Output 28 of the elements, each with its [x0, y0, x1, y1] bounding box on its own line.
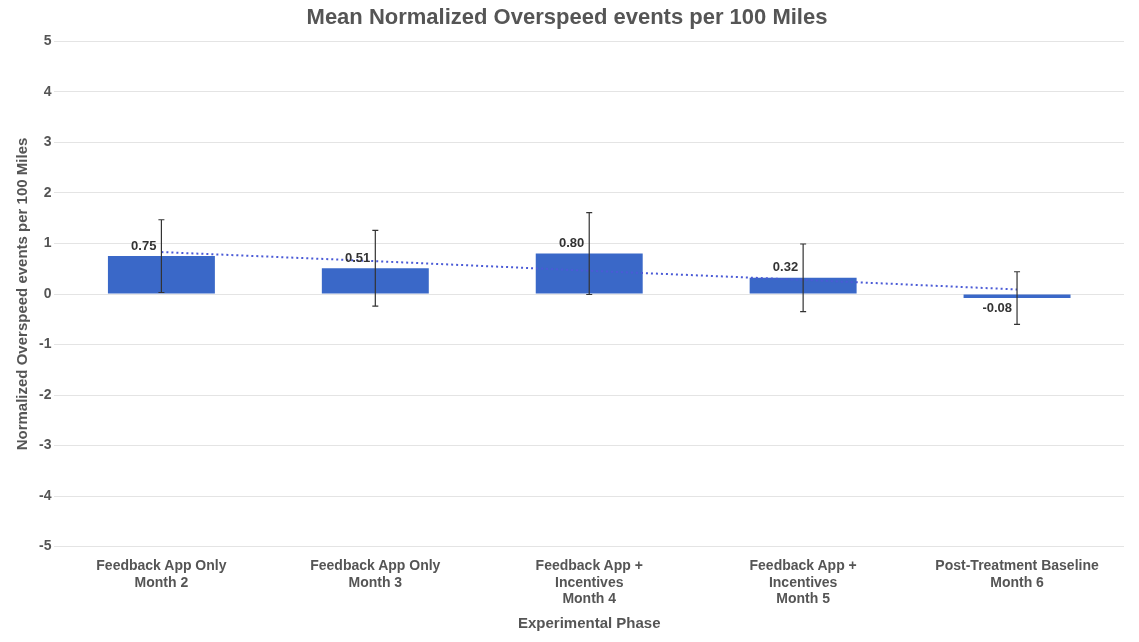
data-label: 0.80	[558, 235, 585, 251]
y-tick-label: 3	[43, 133, 52, 150]
y-tick-label: -5	[39, 537, 52, 554]
data-label: -0.08	[982, 299, 1013, 315]
bar	[321, 268, 429, 294]
y-tick-label: 5	[43, 32, 52, 49]
y-tick-label: 4	[43, 82, 52, 99]
x-axis-title: Experimental Phase	[517, 614, 661, 632]
y-axis-title: Normalized Overspeed events per 100 Miles	[13, 137, 31, 451]
bar	[107, 256, 215, 294]
y-tick-label: -1	[39, 335, 52, 352]
chart-title: Mean Normalized Overspeed events per 100 Miles	[306, 4, 828, 30]
data-label: 0.51	[345, 249, 371, 265]
y-tick-label: 1	[43, 234, 52, 251]
x-tick-label: Feedback App + Incentives Month 4	[535, 556, 643, 607]
bar	[535, 253, 643, 294]
y-tick-label: -3	[39, 436, 52, 453]
x-tick-label: Feedback App Only Month 2	[96, 556, 227, 590]
y-tick-label: 2	[43, 183, 52, 200]
data-label: 0.75	[131, 237, 157, 253]
y-tick-label: -4	[39, 486, 52, 503]
x-tick-label: Feedback App Only Month 3	[310, 556, 441, 590]
x-tick-label: Feedback App + Incentives Month 5	[749, 556, 857, 607]
y-tick-label: -2	[39, 385, 52, 402]
data-label: 0.32	[772, 259, 799, 275]
y-tick-label: 0	[43, 284, 52, 301]
x-tick-label: Post-Treatment Baseline Month 6	[935, 556, 1099, 590]
bar	[749, 277, 857, 294]
